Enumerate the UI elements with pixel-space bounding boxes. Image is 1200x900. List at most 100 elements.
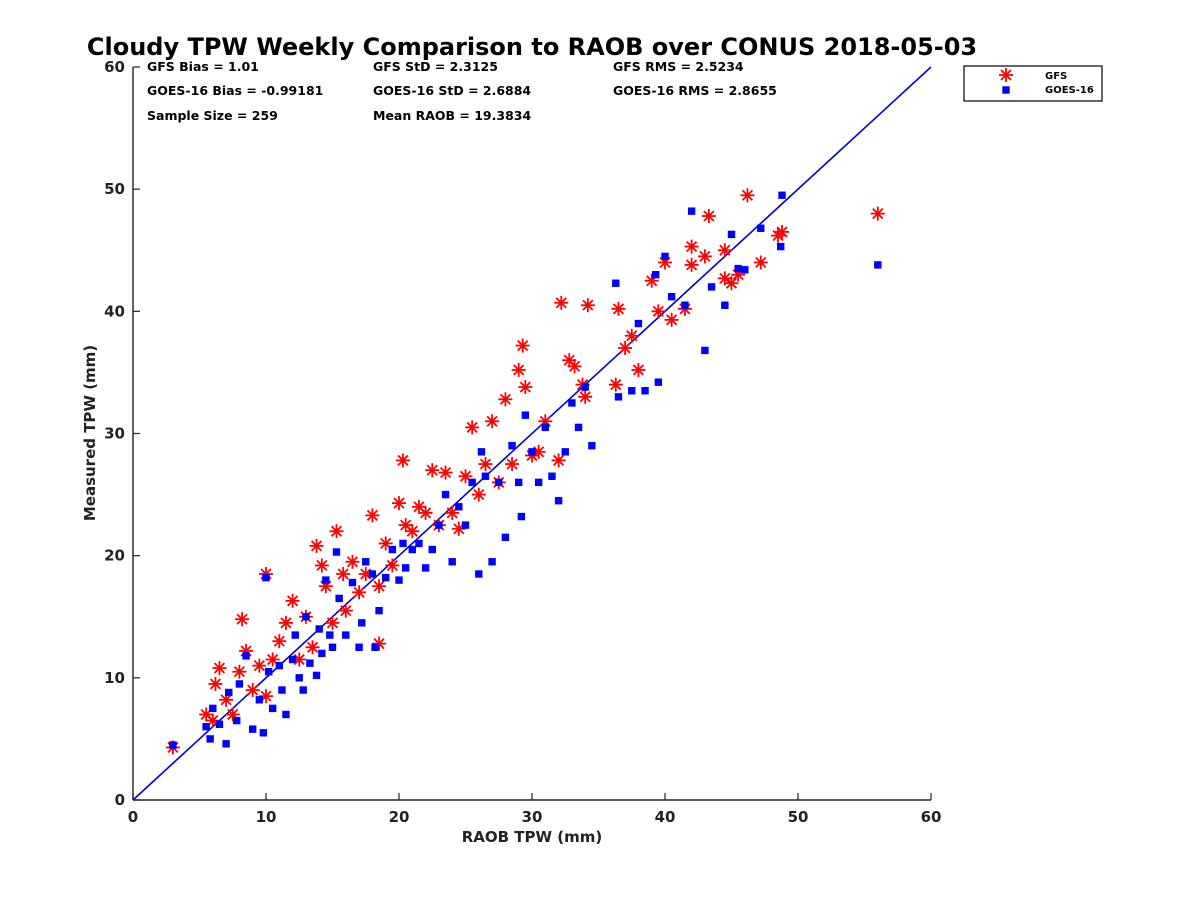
gfs-point bbox=[345, 554, 360, 569]
gfs-point bbox=[505, 457, 520, 472]
goes16-point bbox=[342, 631, 350, 639]
goes16-point bbox=[681, 301, 689, 309]
x-tick-label: 60 bbox=[921, 808, 942, 826]
gfs-point bbox=[498, 392, 513, 407]
legend-goes-marker bbox=[1002, 86, 1010, 94]
goes16-point bbox=[588, 442, 596, 450]
gfs-point bbox=[870, 206, 885, 221]
gfs-point bbox=[438, 465, 453, 480]
stat-goes-rms: GOES-16 RMS = 2.8655 bbox=[613, 83, 777, 98]
gfs-point bbox=[740, 188, 755, 203]
x-tick-label: 10 bbox=[256, 808, 277, 826]
goes16-point bbox=[721, 301, 729, 309]
goes16-point bbox=[235, 680, 244, 688]
goes16-point bbox=[371, 643, 379, 651]
gfs-point bbox=[697, 249, 712, 264]
goes16-point bbox=[428, 545, 436, 554]
goes16-point bbox=[548, 472, 556, 480]
goes16-point bbox=[501, 533, 510, 542]
goes16-point bbox=[255, 696, 264, 704]
y-tick-label: 0 bbox=[115, 791, 125, 809]
gfs-point bbox=[305, 640, 320, 655]
gfs-point bbox=[465, 420, 480, 435]
axes: 0 10 20 30 40 50 60 0 10 20 30 40 50 60 bbox=[104, 58, 941, 826]
gfs-point bbox=[608, 377, 623, 392]
goes16-point bbox=[242, 652, 250, 660]
gfs-point bbox=[578, 389, 593, 404]
goes16-point bbox=[312, 671, 321, 680]
gfs-point bbox=[724, 276, 739, 291]
legend-goes-square bbox=[1002, 86, 1010, 94]
stat-sample-size: Sample Size = 259 bbox=[147, 108, 278, 123]
goes16-point bbox=[561, 448, 569, 456]
y-axis-label: Measured TPW (mm) bbox=[81, 345, 99, 521]
goes16-point bbox=[368, 570, 377, 578]
goes16-point bbox=[508, 442, 516, 450]
goes16-point bbox=[362, 558, 370, 566]
gfs-point bbox=[684, 239, 699, 254]
gfs-point bbox=[395, 453, 410, 468]
goes16-point bbox=[448, 558, 456, 566]
gfs-point bbox=[225, 707, 240, 722]
goes16-point bbox=[332, 548, 341, 556]
gfs-point bbox=[624, 328, 639, 343]
goes16-point bbox=[249, 725, 257, 733]
goes16-point bbox=[415, 539, 423, 548]
gfs-point bbox=[272, 634, 287, 649]
gfs-point bbox=[265, 652, 280, 667]
gfs-point bbox=[631, 362, 646, 377]
gfs-point bbox=[212, 661, 227, 676]
goes16-point bbox=[202, 723, 210, 731]
stat-goes-std: GOES-16 StD = 2.6884 bbox=[373, 83, 531, 98]
goes16-point bbox=[382, 573, 390, 582]
goes16-point bbox=[568, 399, 576, 407]
gfs-point bbox=[717, 243, 732, 258]
goes16-point bbox=[477, 448, 486, 456]
x-tick-label: 50 bbox=[788, 808, 809, 826]
goes16-point bbox=[734, 264, 742, 273]
gfs-point bbox=[471, 487, 486, 502]
goes16-point bbox=[634, 319, 643, 328]
legend-label-gfs: GFS bbox=[1045, 71, 1067, 82]
gfs-point bbox=[338, 603, 353, 618]
goes16-point bbox=[318, 649, 326, 658]
gfs-point bbox=[611, 301, 626, 316]
goes16-point bbox=[528, 448, 536, 456]
gfs-point bbox=[551, 453, 566, 468]
goes16-point bbox=[517, 512, 526, 521]
gfs-point bbox=[208, 676, 223, 691]
gfs-point bbox=[775, 224, 790, 239]
goes16-point bbox=[654, 378, 663, 386]
goes16-point bbox=[741, 266, 749, 274]
legend-label-goes: GOES-16 bbox=[1045, 85, 1094, 96]
x-tick-label: 0 bbox=[128, 808, 138, 826]
goes16-point bbox=[259, 729, 268, 737]
goes16-point bbox=[461, 521, 470, 529]
goes16-point bbox=[554, 496, 563, 505]
goes16-point bbox=[291, 631, 299, 639]
x-tick-label: 20 bbox=[389, 808, 410, 826]
stat-goes-bias: GOES-16 Bias = -0.99181 bbox=[147, 83, 323, 98]
goes16-point bbox=[408, 545, 416, 554]
x-tick-label: 30 bbox=[522, 808, 543, 826]
goes16-point bbox=[225, 688, 233, 697]
x-axis-label: RAOB TPW (mm) bbox=[462, 828, 603, 846]
legend-box bbox=[963, 65, 1103, 102]
gfs-point bbox=[518, 380, 533, 395]
gfs-point bbox=[618, 340, 633, 355]
x-tick-label: 40 bbox=[655, 808, 676, 826]
goes16-point bbox=[667, 292, 676, 301]
goes16-point bbox=[707, 283, 716, 291]
goes16-point bbox=[874, 261, 882, 269]
gfs-point bbox=[651, 304, 666, 319]
goes16-point bbox=[169, 741, 177, 749]
goes16-point bbox=[435, 521, 443, 529]
goes16-point bbox=[278, 686, 286, 694]
y-tick-label: 10 bbox=[104, 669, 125, 687]
gfs-point bbox=[385, 558, 400, 573]
goes16-point bbox=[288, 655, 297, 664]
goes16-point bbox=[375, 606, 383, 615]
gfs-point bbox=[232, 664, 247, 679]
goes16-point bbox=[401, 564, 410, 572]
goes16-point bbox=[515, 478, 523, 487]
